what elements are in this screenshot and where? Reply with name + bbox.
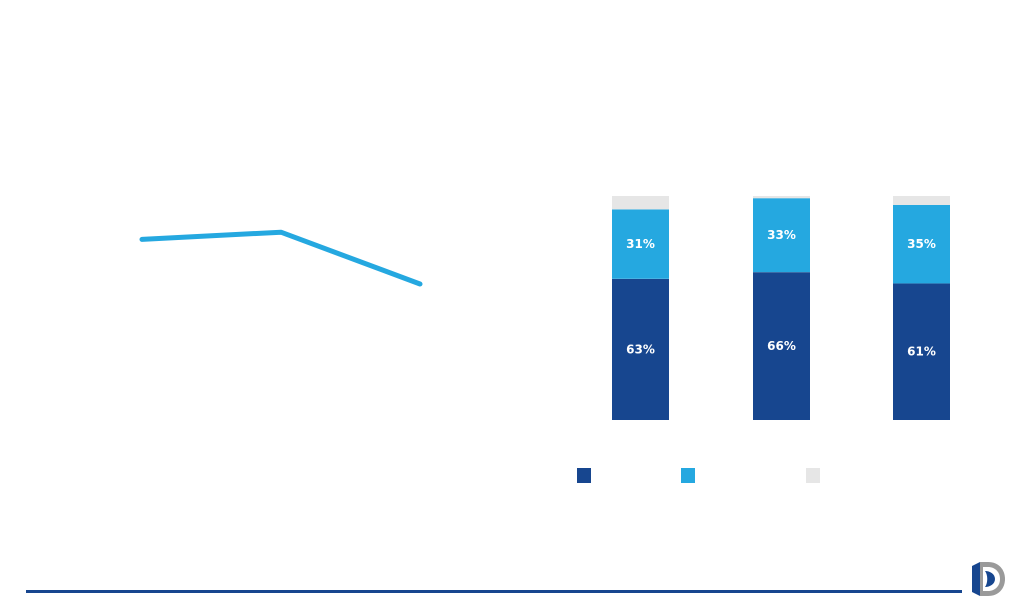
bar-segment-1-2 bbox=[753, 196, 810, 199]
bar-segment-0-2 bbox=[612, 196, 669, 210]
d-logo-icon bbox=[972, 562, 1005, 596]
bar-data-label: 31% bbox=[626, 237, 655, 251]
legend-swatch-1 bbox=[681, 468, 695, 483]
legend-swatch-0 bbox=[577, 468, 591, 483]
bar-segment-0-0 bbox=[612, 278, 669, 420]
bar-data-label: 66% bbox=[767, 339, 796, 353]
bar-segment-1-1 bbox=[753, 198, 810, 273]
legend-swatch-2 bbox=[806, 468, 820, 483]
bar-segment-1-0 bbox=[753, 272, 810, 420]
line-series-0 bbox=[139, 229, 423, 287]
chart-legend bbox=[577, 468, 820, 483]
stacked-bar-chart: 63% 31% 66% 33% 61% 35% bbox=[612, 196, 950, 420]
line-chart bbox=[139, 229, 423, 287]
bar-segment-0-1 bbox=[612, 209, 669, 279]
bar-data-label: 33% bbox=[767, 228, 796, 242]
bar-segment-2-0 bbox=[893, 283, 950, 420]
bar-segment-2-2 bbox=[893, 196, 950, 205]
bar-data-label: 35% bbox=[907, 237, 936, 251]
bar-segment-2-1 bbox=[893, 205, 950, 284]
bar-data-label: 61% bbox=[907, 345, 936, 359]
footer-divider bbox=[26, 590, 962, 593]
bar-data-label: 63% bbox=[626, 342, 655, 356]
